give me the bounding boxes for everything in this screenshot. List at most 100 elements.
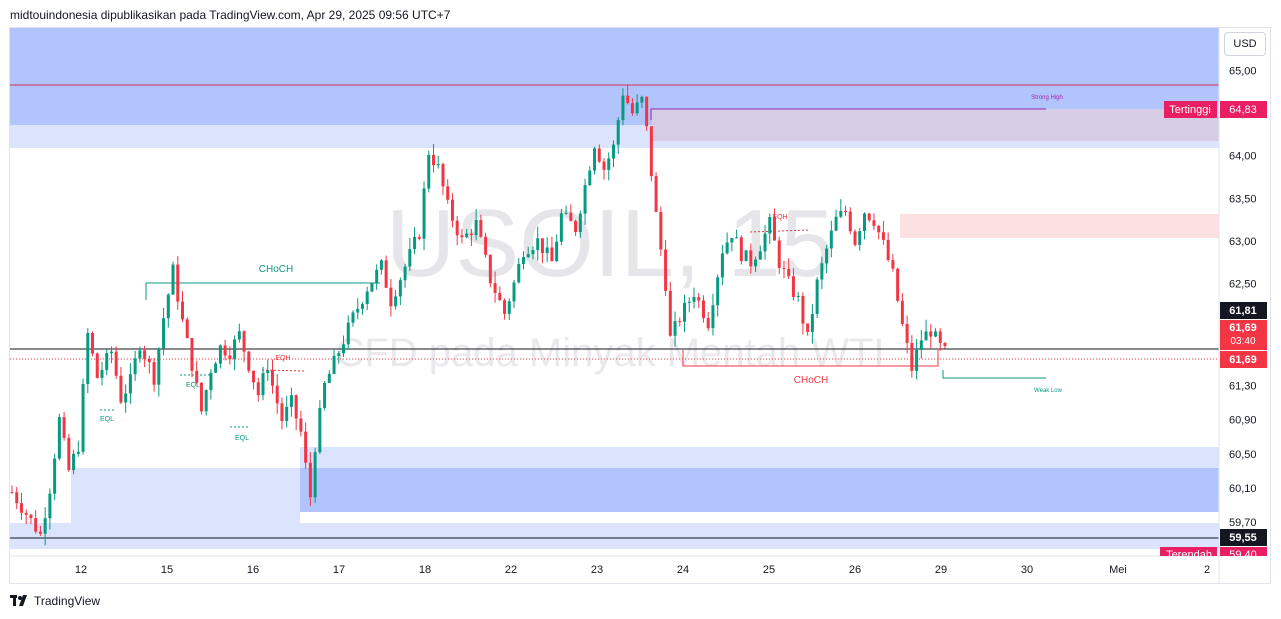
choch-line-bearish xyxy=(682,350,939,367)
strong-high-zone xyxy=(652,109,1219,141)
candle-body xyxy=(398,280,402,297)
candle-body xyxy=(725,242,729,254)
candle-body xyxy=(375,269,379,284)
candle-body xyxy=(924,331,928,341)
candle-body xyxy=(289,395,293,407)
candle-body xyxy=(621,95,625,121)
choch-line-bullish xyxy=(145,282,380,300)
candle-body xyxy=(829,230,833,249)
candle-body xyxy=(763,233,767,252)
candle-body xyxy=(649,126,653,177)
candle-body xyxy=(825,248,829,264)
tradingview-logo[interactable]: TradingView xyxy=(10,594,100,608)
candle-body xyxy=(119,375,123,403)
time-tick-10: 29 xyxy=(935,564,947,576)
candle-body xyxy=(891,260,895,269)
candle-body xyxy=(588,170,592,186)
candle-body xyxy=(360,304,364,309)
candle-body xyxy=(806,323,810,332)
candle-body xyxy=(19,503,23,513)
candle-body xyxy=(190,338,194,371)
candle-body xyxy=(105,353,109,370)
candle-body xyxy=(844,210,848,212)
candle-body xyxy=(645,96,649,127)
low-value-text: 59,40 xyxy=(1229,549,1257,561)
candle-body xyxy=(247,351,251,371)
chart-frame xyxy=(9,27,1271,584)
price-tick-5: 62,50 xyxy=(1229,278,1257,290)
candle-body xyxy=(147,358,151,363)
eqh-label-right: EQH xyxy=(772,214,787,221)
candle-body xyxy=(796,295,800,297)
candle-body xyxy=(76,451,80,454)
candle-body xyxy=(630,103,634,114)
weak-low-label: Weak Low xyxy=(1034,388,1063,394)
candle-body xyxy=(611,144,615,159)
candle-body xyxy=(34,518,38,532)
candle-body xyxy=(38,531,42,534)
price-badge-59-55 xyxy=(1220,529,1267,546)
candle-body xyxy=(209,372,213,391)
candle-body xyxy=(777,240,781,268)
high-value-badge xyxy=(1220,101,1267,118)
candle-body xyxy=(342,344,346,354)
candle-body xyxy=(540,238,544,254)
candle-body xyxy=(228,355,232,360)
time-tick-5: 22 xyxy=(505,564,517,576)
candle-body xyxy=(919,340,923,350)
time-tick-12: Mei xyxy=(1109,564,1127,576)
candle-body xyxy=(327,373,331,383)
candle-body xyxy=(256,382,260,396)
candle-body xyxy=(143,350,147,359)
candle-body xyxy=(668,290,672,336)
candle-body xyxy=(346,322,350,345)
candle-body xyxy=(791,276,795,297)
low-value-badge xyxy=(1220,547,1267,556)
candle-body xyxy=(872,220,876,226)
candle-body xyxy=(711,305,715,329)
price-tick-2: 64,00 xyxy=(1229,151,1257,163)
candle-body xyxy=(479,219,483,237)
candle-body xyxy=(299,418,303,432)
candle-body xyxy=(521,257,525,264)
candle-body xyxy=(773,216,777,241)
candle-body xyxy=(275,385,279,404)
currency-button[interactable]: USD xyxy=(1224,32,1266,56)
candle-body xyxy=(266,370,270,374)
candle-body xyxy=(848,211,852,232)
candle-body xyxy=(810,314,814,332)
candle-body xyxy=(858,231,862,245)
candle-body xyxy=(294,395,298,419)
price-labels: Tertinggi 64,83 61,81 61,69 03:40 61,69 … xyxy=(1160,101,1267,561)
candle-body xyxy=(730,238,734,243)
candle-body xyxy=(436,164,440,166)
eql-label-2: EQL xyxy=(186,382,200,389)
candle-body xyxy=(820,263,824,280)
candle-body xyxy=(593,148,597,171)
price-tick-6: 61,30 xyxy=(1229,381,1257,393)
candle-body xyxy=(469,233,473,236)
price-badge-61-81-text: 61,81 xyxy=(1229,305,1257,317)
candle-body xyxy=(536,238,540,251)
time-tick-6: 23 xyxy=(591,564,603,576)
candle-body xyxy=(124,393,128,403)
candle-body xyxy=(351,312,355,323)
candle-body xyxy=(10,492,14,494)
candle-body xyxy=(720,253,724,278)
candle-body xyxy=(29,514,33,519)
candle-body xyxy=(356,308,360,313)
candle-body xyxy=(199,382,203,412)
candle-body xyxy=(176,264,180,302)
candle-body xyxy=(24,512,28,515)
candle-body xyxy=(801,295,805,324)
price-tick-10: 59,70 xyxy=(1229,517,1257,529)
candle-body xyxy=(95,353,99,378)
zones xyxy=(10,28,1219,549)
candle-body xyxy=(555,241,559,262)
price-tick-7: 60,90 xyxy=(1229,415,1257,427)
candle-body xyxy=(233,339,237,360)
candle-body xyxy=(422,188,426,239)
time-tick-13: 2 xyxy=(1204,564,1210,576)
strong-high-label: Strong High xyxy=(1031,95,1063,101)
